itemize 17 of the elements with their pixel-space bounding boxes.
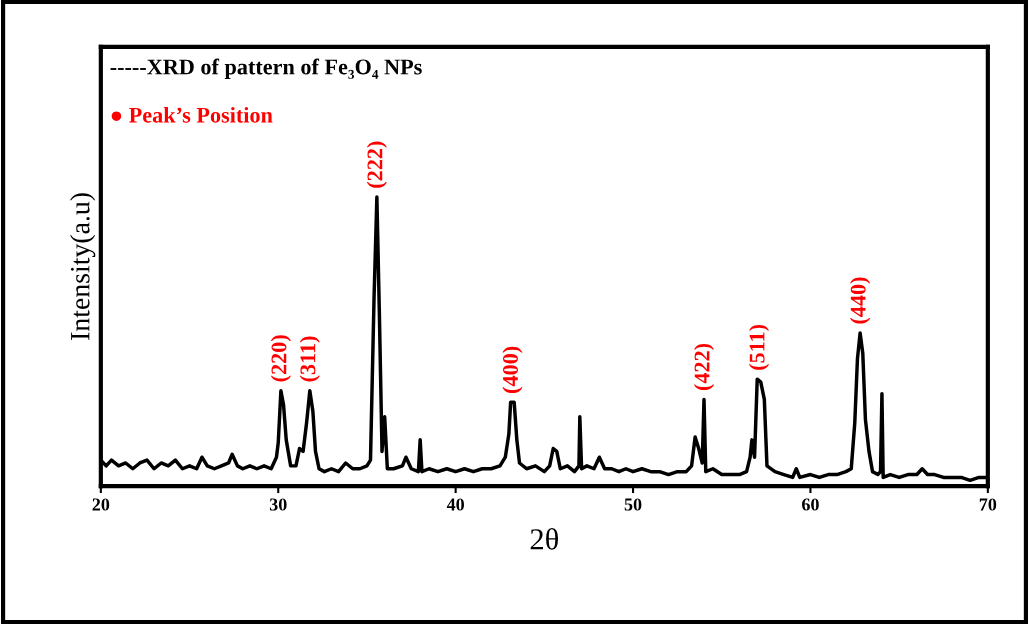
- annotation: (422): [693, 343, 715, 391]
- annotation: (220): [270, 335, 291, 382]
- annotation: (311): [299, 336, 320, 382]
- annotation: (222): [366, 141, 387, 188]
- text: -----XRD of pattern of Fe₃O₄ NPs: [110, 58, 422, 79]
- x-tick-label: 70: [979, 498, 997, 511]
- annotation: (400): [502, 346, 523, 393]
- x-tick-label: 20: [92, 498, 110, 511]
- text: ● Peak’s Position: [111, 107, 273, 123]
- y-axis-title: Intensity(a.u): [70, 193, 96, 340]
- x-tick-label: 50: [624, 498, 642, 511]
- x-tick-label: 40: [446, 498, 464, 511]
- x-axis-title: 2θ: [530, 528, 558, 550]
- annotation: (511): [748, 324, 770, 370]
- x-tick-label: 30: [269, 498, 287, 511]
- annotation: (440): [850, 277, 871, 324]
- x-tick-label: 60: [802, 498, 819, 511]
